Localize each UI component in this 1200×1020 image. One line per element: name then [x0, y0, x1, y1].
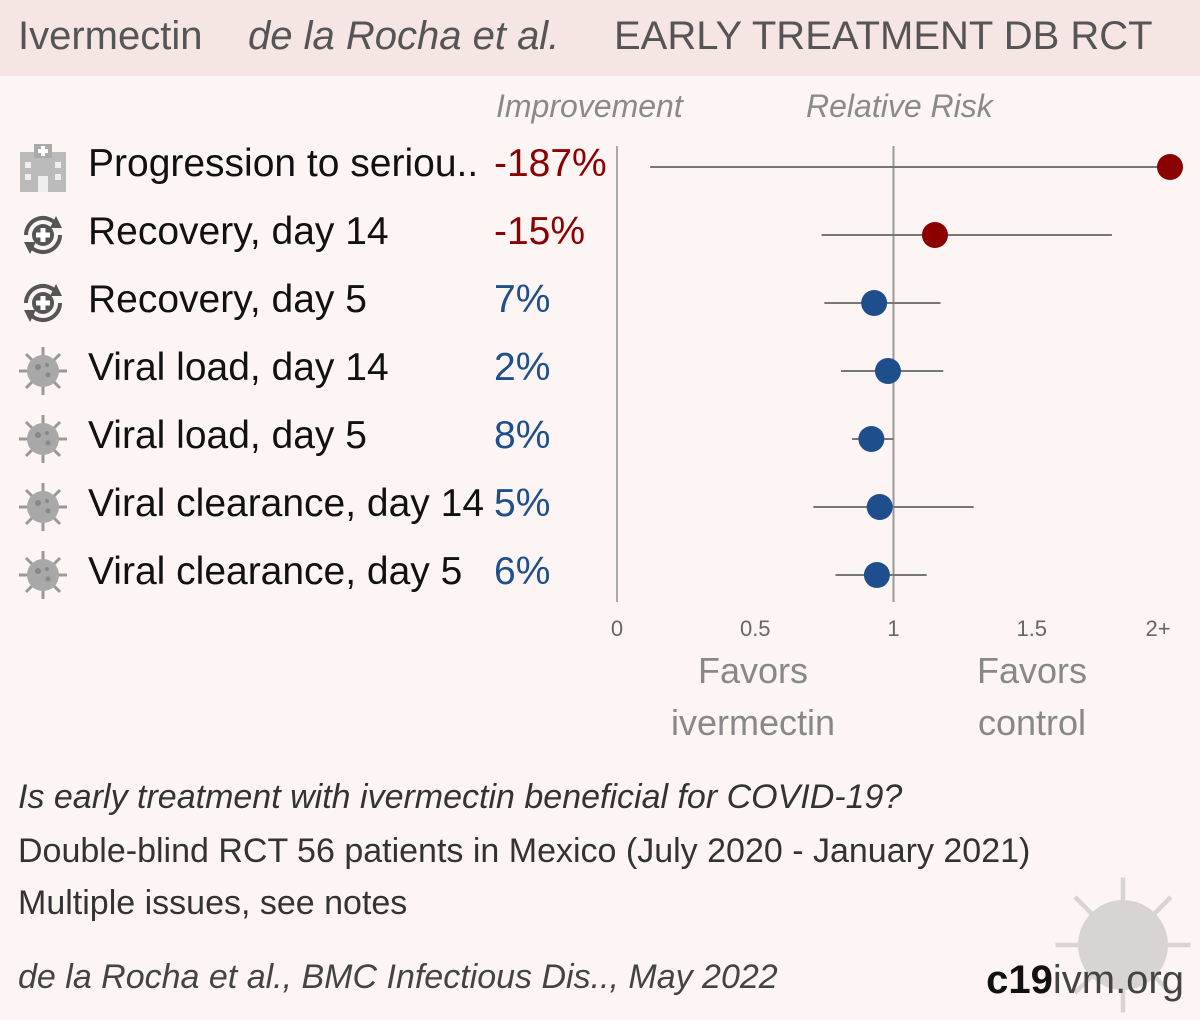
outcome-row: Viral clearance, day 5 6%	[0, 544, 620, 604]
site-brand[interactable]: c19ivm.org	[986, 958, 1184, 1003]
effect-point	[921, 222, 948, 248]
favors-control-label: control	[978, 702, 1086, 743]
brand-bold: c19	[986, 958, 1053, 1002]
recovery-icon	[16, 276, 70, 330]
virus-watermark-icon	[1055, 877, 1191, 1013]
improvement-value: 6%	[494, 550, 551, 593]
drug-title: Ivermectin	[18, 14, 203, 58]
virus-icon	[16, 412, 70, 466]
virus-icon	[16, 480, 70, 534]
citation: de la Rocha et al., BMC Infectious Dis..…	[18, 958, 778, 996]
improvement-value: 7%	[494, 278, 551, 321]
x-tick-label: 1	[887, 616, 899, 641]
improvement-value: 8%	[494, 414, 551, 457]
recovery-icon	[16, 208, 70, 262]
outcome-label: Progression to seriou..	[88, 142, 479, 185]
study-design: Double-blind RCT 56 patients in Mexico (…	[18, 832, 1031, 870]
effect-point	[863, 562, 890, 588]
study-question: Is early treatment with ivermectin benef…	[18, 778, 903, 816]
virus-icon	[16, 344, 70, 398]
outcome-row: Viral load, day 14 2%	[0, 340, 620, 400]
brand-light: ivm.org	[1052, 958, 1184, 1002]
outcome-label: Viral load, day 5	[88, 414, 367, 457]
favors-ivermectin-label: Favors	[698, 650, 808, 691]
forest-plot: 0 0.5 1 1.5 2+ Favors ivermectin Favors control	[611, 146, 1183, 743]
study-authors: de la Rocha et al.	[248, 14, 560, 58]
effect-point	[874, 358, 901, 384]
effect-point	[866, 494, 893, 520]
improvement-value: -187%	[494, 142, 607, 185]
x-tick-label: 1.5	[1016, 616, 1047, 641]
outcome-row: Recovery, day 5 7%	[0, 272, 620, 332]
favors-control-label: Favors	[977, 650, 1087, 691]
outcome-label: Recovery, day 5	[88, 278, 367, 321]
improvement-value: 2%	[494, 346, 551, 389]
x-tick-label: 0	[611, 616, 623, 641]
relative-risk-column-header: Relative Risk	[806, 88, 993, 124]
study-notes: Multiple issues, see notes	[18, 884, 408, 922]
effect-point	[858, 426, 885, 452]
favors-ivermectin-label: ivermectin	[671, 702, 835, 743]
outcome-label: Viral load, day 14	[88, 346, 389, 389]
effect-point	[1157, 154, 1183, 180]
hospital-icon	[16, 140, 70, 194]
effect-point	[861, 290, 888, 316]
outcome-label: Viral clearance, day 14	[88, 482, 485, 525]
improvement-value: 5%	[494, 482, 551, 525]
title-bar: Ivermectin de la Rocha et al. EARLY TREA…	[0, 0, 1200, 76]
x-tick-label: 2+	[1145, 616, 1170, 641]
outcome-label: Recovery, day 14	[88, 210, 389, 253]
x-tick-label: 0.5	[740, 616, 771, 641]
outcome-label: Viral clearance, day 5	[88, 550, 463, 593]
outcome-row: Viral clearance, day 14 5%	[0, 476, 620, 536]
improvement-column-header: Improvement	[496, 88, 683, 124]
improvement-value: -15%	[494, 210, 586, 253]
outcome-row: Progression to seriou.. -187%	[0, 136, 620, 196]
outcome-row: Recovery, day 14 -15%	[0, 204, 620, 264]
outcome-row: Viral load, day 5 8%	[0, 408, 620, 468]
virus-icon	[16, 548, 70, 602]
study-type: EARLY TREATMENT DB RCT	[614, 14, 1153, 58]
